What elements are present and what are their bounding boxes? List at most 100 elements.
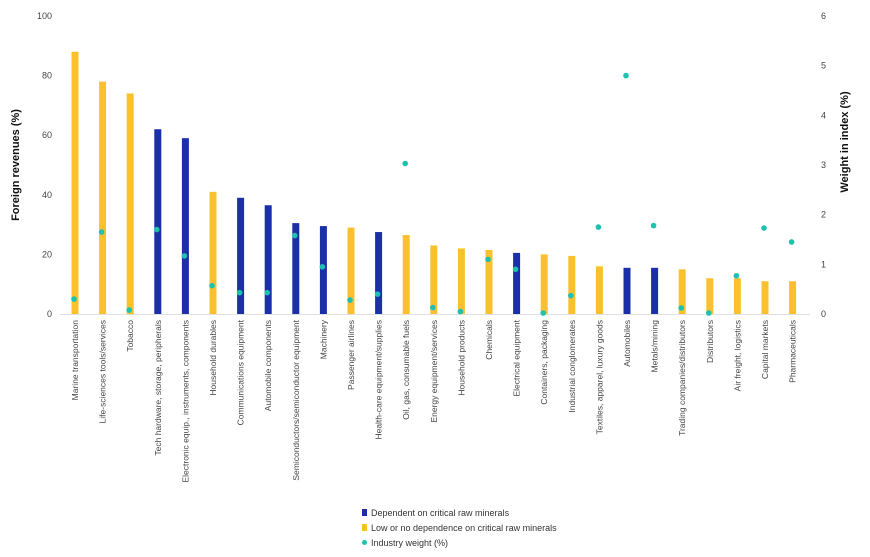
legend: Dependent on critical raw minerals Low o… <box>362 505 557 550</box>
legend-label-low: Low or no dependence on critical raw min… <box>371 522 557 533</box>
legend-swatch-low <box>362 524 367 531</box>
category-label: Industrial conglomerates <box>567 320 577 413</box>
y-tick-label: 60 <box>42 130 52 140</box>
legend-label-dependent: Dependent on critical raw minerals <box>371 507 510 518</box>
category-label: Household durables <box>208 320 218 396</box>
category-label: Energy equipment/services <box>429 320 439 423</box>
bar <box>430 245 438 314</box>
bar <box>99 81 107 314</box>
y-tick-label: 40 <box>42 190 52 200</box>
bar <box>623 267 631 314</box>
weight-point <box>292 232 298 239</box>
bar <box>402 235 410 314</box>
weight-point <box>623 72 629 79</box>
weight-point <box>264 289 271 296</box>
bar <box>375 232 383 314</box>
category-label: Semiconductors/semiconductor equipment <box>291 319 301 480</box>
y-tick-label: 80 <box>42 71 52 81</box>
y-axis-title: Foreign revenues (%) <box>10 109 22 221</box>
weight-point <box>512 266 519 273</box>
bar <box>733 278 741 314</box>
weight-point <box>126 307 132 313</box>
weight-point <box>485 256 491 263</box>
y2-tick-label: 2 <box>821 210 826 220</box>
y-tick-label: 20 <box>42 249 52 259</box>
weight-point <box>761 225 767 231</box>
category-label: Automobile components <box>263 320 273 411</box>
y2-tick-label: 4 <box>821 110 826 120</box>
bar <box>237 197 245 314</box>
y2-tick-label: 3 <box>821 160 826 170</box>
bar <box>513 252 521 314</box>
right-axis-ticks: 0 1 2 3 4 5 6 <box>821 11 826 319</box>
category-label: Metals/mining <box>650 320 660 373</box>
legend-swatch-weight <box>362 540 367 545</box>
weight-point <box>706 310 712 316</box>
bar <box>568 255 576 314</box>
weight-point <box>209 282 215 289</box>
legend-item-weight: Industry weight (%) <box>362 535 557 550</box>
weight-point <box>540 310 546 316</box>
y2-tick-label: 5 <box>821 61 826 71</box>
category-label: Capital markets <box>760 320 770 379</box>
category-label: Air freight, logistics <box>732 320 742 391</box>
weight-point <box>402 160 409 167</box>
y2-tick-label: 1 <box>821 259 826 269</box>
category-label: Household products <box>456 320 466 396</box>
weight-point <box>98 229 105 235</box>
category-label: Marine transportation <box>70 320 80 401</box>
category-label: Pharmaceuticals <box>788 320 798 383</box>
category-label: Textiles, apparel, luxury goods <box>594 320 604 434</box>
bar <box>319 226 327 314</box>
weight-point <box>650 222 657 229</box>
category-label: Life-sciences tools/services <box>98 320 108 423</box>
weight-point <box>154 226 160 233</box>
category-label: Tech hardware, storage, peripherals <box>153 320 163 456</box>
weight-point <box>733 272 740 279</box>
y2-tick-label: 6 <box>821 11 826 21</box>
legend-item-low: Low or no dependence on critical raw min… <box>362 520 557 535</box>
weight-point <box>71 296 77 302</box>
weight-point <box>568 292 574 299</box>
bar <box>264 205 272 314</box>
weight-point <box>457 308 464 315</box>
weight-point <box>374 291 381 297</box>
category-label: Containers, packaging <box>539 320 549 405</box>
bar <box>789 281 797 314</box>
bar <box>540 254 548 314</box>
bar <box>485 249 493 314</box>
left-axis-ticks: 0 20 40 60 80 100 <box>37 11 52 319</box>
bar <box>126 93 134 314</box>
bar <box>154 129 162 314</box>
category-label: Machinery <box>318 319 328 359</box>
bar <box>595 266 603 314</box>
y2-tick-label: 0 <box>821 309 826 319</box>
bar <box>181 138 189 314</box>
weight-point <box>678 305 684 311</box>
bars <box>71 51 797 314</box>
category-labels: Marine transportation Life-sciences tools… <box>70 319 798 482</box>
bar <box>209 191 217 314</box>
bar <box>678 269 686 314</box>
legend-label-weight: Industry weight (%) <box>371 537 449 548</box>
bar <box>347 227 355 314</box>
bar <box>761 281 769 314</box>
bar <box>457 248 465 314</box>
category-label: Distributors <box>705 320 715 363</box>
category-label: Tobacco <box>125 320 135 352</box>
legend-swatch-dependent <box>362 509 367 516</box>
category-label: Electronic equip., instruments, componen… <box>180 320 190 483</box>
category-label: Communications equipment <box>236 319 246 425</box>
bar <box>292 223 300 314</box>
bar <box>71 51 79 314</box>
y-tick-label: 100 <box>37 11 52 21</box>
category-label: Passenger airlines <box>346 320 356 390</box>
category-label: Oil, gas, consumable fuels <box>401 320 411 420</box>
weight-point <box>347 297 353 303</box>
weight-point <box>788 239 795 245</box>
bar <box>706 278 714 314</box>
category-label: Automobiles <box>622 320 632 367</box>
legend-item-dependent: Dependent on critical raw minerals <box>362 505 557 520</box>
weight-point <box>181 253 188 259</box>
